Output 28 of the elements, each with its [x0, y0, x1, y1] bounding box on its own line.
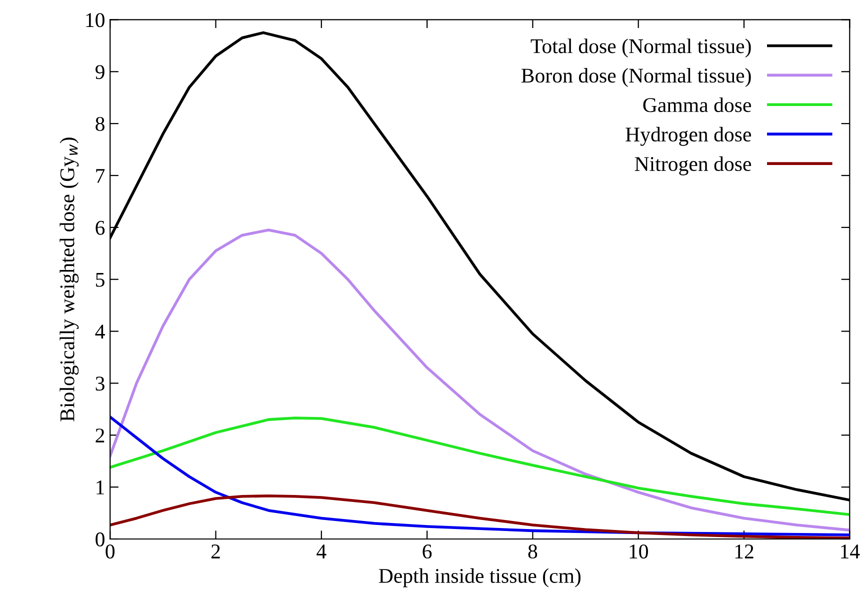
y-tick-label: 1: [96, 480, 104, 494]
x-axis-title: Depth inside tissue (cm): [378, 568, 581, 588]
y-tick-label: 6: [96, 220, 105, 235]
legend-label: Nitrogen dose: [634, 156, 752, 176]
y-tick-label: 2: [96, 428, 104, 442]
y-tick-label: 5: [96, 272, 104, 287]
y-tick-label: 10: [86, 13, 104, 28]
y-tick-label: 8: [96, 116, 104, 132]
x-tick-label: 14: [841, 544, 860, 558]
y-tick-label: 4: [95, 324, 105, 339]
x-tick-label: 2: [211, 544, 220, 558]
legend-label: Total dose (Normal tissue): [530, 38, 751, 58]
legend-label: Boron dose (Normal tissue): [521, 68, 751, 87]
line-series: [110, 416, 850, 516]
y-tick-label: 7: [96, 169, 105, 183]
y-tick-label: 0: [96, 532, 104, 546]
y-tick-label: 9: [96, 65, 104, 80]
x-tick-label: 6: [422, 544, 432, 559]
legend-label: Hydrogen dose: [626, 126, 752, 146]
line-series: [110, 228, 850, 532]
x-tick-label: 8: [528, 544, 538, 559]
x-tick-label: 10: [630, 544, 648, 559]
y-axis-title: Biologically weighted dose (Gy$_{w}$): [60, 138, 79, 422]
x-tick-label: 0: [106, 544, 115, 559]
y-tick-label: 3: [96, 376, 104, 391]
legend-label: Gamma dose: [643, 97, 752, 112]
x-tick-label: 12: [735, 544, 754, 558]
x-tick-label: 4: [316, 544, 326, 558]
